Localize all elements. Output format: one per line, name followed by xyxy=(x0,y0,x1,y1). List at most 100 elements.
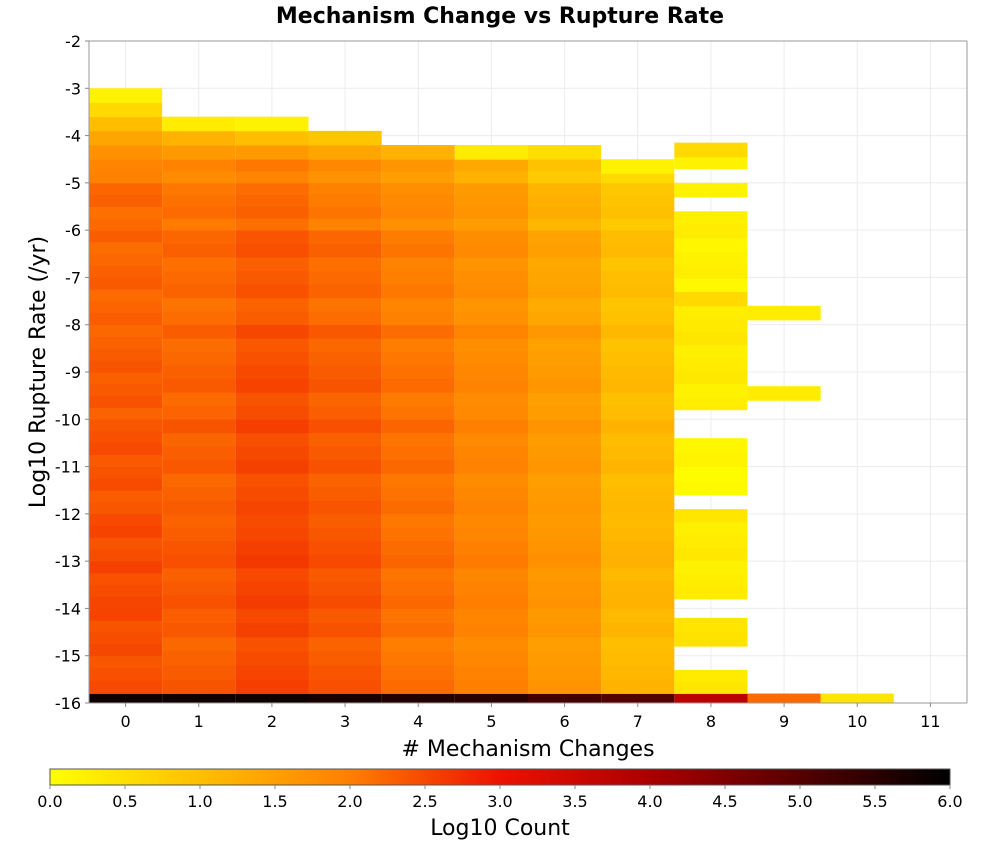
heatmap-cell xyxy=(89,145,163,160)
colorbar-tick-label: 4.0 xyxy=(637,792,662,811)
heatmap-cell xyxy=(528,243,602,258)
colorbar-tick-label: 1.0 xyxy=(187,792,212,811)
heatmap-cell xyxy=(308,145,382,160)
heatmap-cell xyxy=(674,466,748,482)
heatmap-cell xyxy=(381,351,455,366)
heatmap-cell xyxy=(381,636,455,652)
heatmap-cell xyxy=(162,679,236,694)
heatmap-cell xyxy=(235,194,309,207)
heatmap-cell xyxy=(381,230,455,245)
heatmap-cell xyxy=(235,432,309,447)
colorbar-label: Log10 Count xyxy=(430,816,570,841)
heatmap-cell xyxy=(308,665,382,680)
heatmap-cell xyxy=(235,378,309,393)
heatmap-cell xyxy=(454,194,528,207)
y-tick-label: -2 xyxy=(65,32,81,51)
heatmap-cell xyxy=(601,622,675,638)
heatmap-cell xyxy=(89,693,163,704)
heatmap-cell xyxy=(162,432,236,447)
heatmap-cell xyxy=(674,331,748,346)
heatmap-cell xyxy=(381,594,455,609)
heatmap-cell xyxy=(601,594,675,609)
heatmap-cell xyxy=(162,581,236,596)
heatmap-cell xyxy=(308,378,382,393)
heatmap-cell xyxy=(674,318,748,333)
heatmap-cell xyxy=(381,567,455,582)
heatmap-cell xyxy=(528,365,602,380)
heatmap-cell xyxy=(89,608,163,621)
heatmap-cell xyxy=(674,344,748,359)
heatmap-cell xyxy=(454,540,528,555)
heatmap-cell xyxy=(528,594,602,609)
heatmap-cell xyxy=(674,480,748,496)
x-tick-label: 11 xyxy=(920,712,940,731)
heatmap-cell xyxy=(162,378,236,393)
heatmap-cell xyxy=(162,405,236,420)
heatmap-cell xyxy=(528,500,602,515)
heatmap-cell xyxy=(89,466,163,479)
heatmap-cell xyxy=(381,608,455,624)
heatmap-cell xyxy=(162,311,236,326)
heatmap-cell xyxy=(674,238,748,252)
heatmap-cell xyxy=(235,486,309,501)
heatmap-cell xyxy=(89,277,163,290)
heatmap-cell xyxy=(162,338,236,353)
heatmap-cell xyxy=(235,365,309,380)
heatmap-cell xyxy=(381,650,455,666)
heatmap-cell xyxy=(454,182,528,196)
y-tick-label: -15 xyxy=(55,647,81,666)
heatmap-cell xyxy=(89,596,163,609)
colorbar xyxy=(49,768,951,786)
heatmap-cell xyxy=(89,513,163,527)
y-tick-label: -4 xyxy=(65,127,81,146)
heatmap-cell xyxy=(674,632,748,647)
heatmap-cell xyxy=(381,459,455,474)
heatmap-cell xyxy=(528,650,602,666)
heatmap-cell xyxy=(528,324,602,339)
heatmap-cell xyxy=(89,182,163,196)
heatmap-cell xyxy=(235,473,309,488)
heatmap-cell xyxy=(601,513,675,528)
heatmap-cell xyxy=(674,573,748,587)
heatmap-cell xyxy=(601,243,675,258)
heatmap-cell xyxy=(528,145,602,160)
heatmap-cell xyxy=(601,284,675,299)
heatmap-cell xyxy=(162,297,236,312)
y-tick-label: -8 xyxy=(65,316,81,335)
heatmap-cell xyxy=(674,509,748,523)
heatmap-cell xyxy=(528,419,602,434)
heatmap-cell xyxy=(454,500,528,515)
heatmap-cell xyxy=(381,419,455,434)
heatmap-cell xyxy=(674,534,748,549)
heatmap-cell xyxy=(89,194,163,207)
heatmap-cell xyxy=(454,297,528,312)
y-tick-label: -16 xyxy=(55,694,81,713)
heatmap-cell xyxy=(381,257,455,272)
heatmap-cell xyxy=(601,567,675,582)
heatmap-cell xyxy=(308,338,382,353)
heatmap-cell xyxy=(235,297,309,312)
x-tick-label: 4 xyxy=(413,712,423,731)
x-tick-label: 8 xyxy=(706,712,716,731)
heatmap-cell xyxy=(528,405,602,420)
heatmap-cell xyxy=(528,486,602,501)
heatmap-cell xyxy=(308,324,382,339)
heatmap-cell xyxy=(601,693,675,704)
heatmap-cell xyxy=(89,312,163,326)
heatmap-cell xyxy=(89,102,163,118)
heatmap-cell xyxy=(601,608,675,624)
heatmap-cell xyxy=(235,130,309,146)
heatmap-cell xyxy=(528,665,602,680)
heatmap-cell xyxy=(381,270,455,285)
heatmap-cell xyxy=(308,419,382,434)
heatmap-cell xyxy=(89,301,163,314)
heatmap-cell xyxy=(601,473,675,488)
heatmap-cell xyxy=(528,473,602,488)
heatmap-cell xyxy=(601,446,675,461)
heatmap-cell xyxy=(674,547,748,561)
heatmap-cell xyxy=(454,581,528,596)
heatmap-cell xyxy=(308,622,382,638)
heatmap-cell xyxy=(235,392,309,407)
heatmap-cell xyxy=(308,284,382,299)
heatmap-cell xyxy=(601,338,675,353)
